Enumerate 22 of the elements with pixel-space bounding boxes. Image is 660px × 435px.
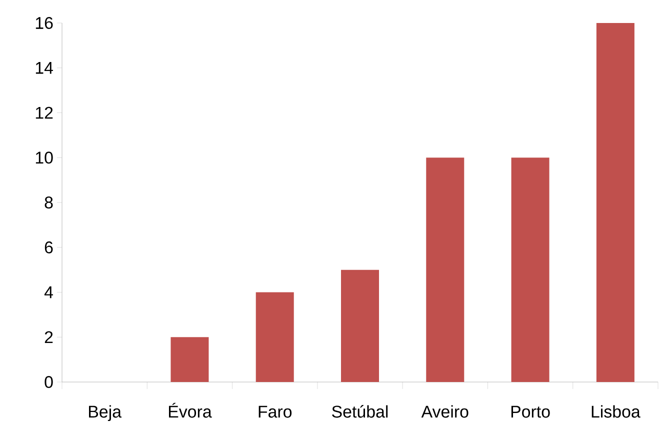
- y-tick-label: 12: [36, 106, 53, 119]
- bar: [256, 292, 294, 382]
- bar: [341, 270, 380, 382]
- bar: [596, 22, 634, 382]
- bar: [426, 158, 464, 382]
- x-tick-label: Beja: [89, 405, 122, 422]
- y-tick-label: 14: [36, 62, 53, 74]
- y-tick-label: 8: [44, 196, 53, 208]
- bar: [170, 337, 209, 382]
- y-tick-label: 4: [44, 286, 53, 298]
- x-tick-label: Aveiro: [421, 405, 468, 418]
- x-tick-label: Faro: [258, 406, 292, 418]
- bar: [511, 158, 550, 382]
- x-tick-label: Lisboa: [592, 405, 640, 418]
- y-tick-label: 6: [44, 241, 53, 254]
- y-tick-label: 2: [44, 331, 53, 344]
- y-tick-label: 0: [44, 376, 53, 388]
- y-tick-label: 10: [36, 152, 53, 164]
- y-tick-label: 16: [36, 17, 53, 29]
- x-tick-label: Évora: [168, 402, 212, 418]
- x-tick-label: Porto: [511, 406, 550, 418]
- x-tick-label: Setúbal: [332, 405, 388, 418]
